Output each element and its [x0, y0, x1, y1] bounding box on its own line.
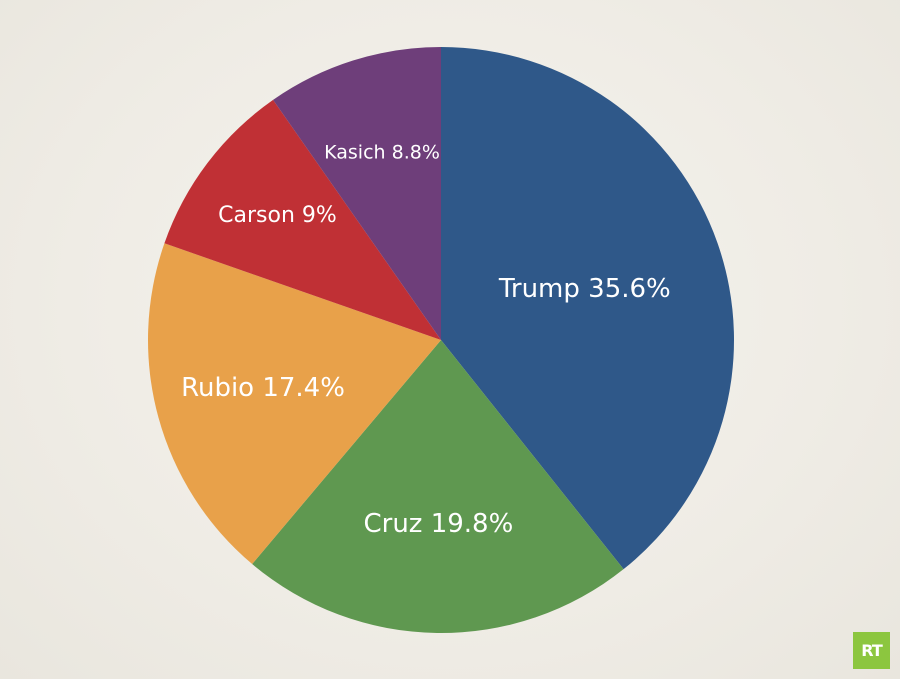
slice-label-carson: Carson 9% [218, 203, 337, 228]
slice-label-kasich: Kasich 8.8% [324, 141, 440, 163]
pie-slice-rubio [147, 243, 441, 565]
pie-slice-kasich [273, 47, 441, 340]
slice-label-cruz: Cruz 19.8% [363, 509, 513, 539]
pie-slice-carson [164, 99, 442, 340]
pie-slice-trump [441, 47, 735, 570]
slice-label-rubio: Rubio 17.4% [181, 373, 345, 403]
slice-label-trump: Trump 35.6% [498, 274, 671, 304]
pie-slice-cruz [252, 340, 624, 634]
rt-logo: RT [853, 632, 890, 669]
